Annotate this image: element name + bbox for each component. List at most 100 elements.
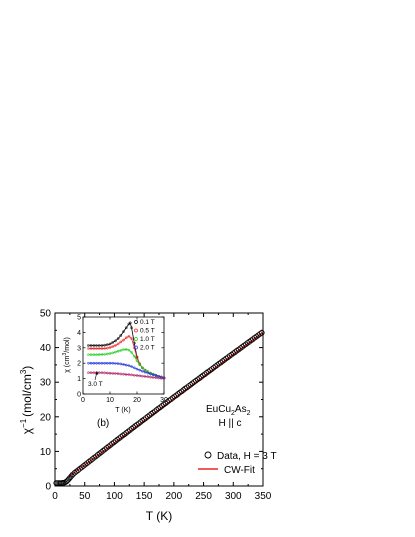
inset-data-point: [132, 373, 136, 377]
data-point: [218, 359, 224, 366]
main-legend: Data, H = 3 T CW-Fit: [198, 451, 277, 476]
data-point: [189, 380, 196, 387]
data-point: [93, 453, 99, 460]
y-tick-label-0: 0: [45, 482, 51, 493]
inset-data-point: [92, 353, 96, 357]
y-tick-label-40: 40: [40, 343, 52, 354]
inset-data-point: [135, 367, 139, 371]
data-point: [121, 431, 128, 438]
data-point: [221, 357, 228, 363]
inset-data-point: [108, 346, 112, 349]
inset-legend-marker: [134, 345, 138, 350]
inset-data-point: [103, 352, 106, 356]
inset-data-point: [97, 344, 101, 347]
data-point: [196, 375, 203, 382]
inset-y-tick-label-0: 0: [77, 392, 81, 399]
data-point: [96, 450, 103, 457]
x-tick-label-50: 50: [79, 491, 91, 502]
data-point: [144, 413, 151, 420]
inset-data-point: [132, 366, 136, 370]
inset-legend-label: 1.0 T: [140, 336, 155, 343]
data-point: [71, 470, 78, 476]
data-point: [107, 442, 114, 448]
data-point: [128, 425, 135, 432]
inset-data-point: [127, 334, 131, 338]
inset-data-point: [141, 366, 144, 370]
main-y-axis-label: χ−1(mol/cm3): [19, 366, 34, 435]
data-point: [242, 341, 249, 348]
inset-data-point: [130, 373, 133, 377]
inset-data-point: [127, 364, 131, 368]
inset-data-point: [87, 371, 90, 375]
inset-y-axis-label-units: /mol): [64, 337, 71, 353]
panel-label: (b): [97, 418, 109, 429]
inset-data-point: [114, 344, 117, 347]
compound-label-eucu: EuCu: [206, 404, 231, 415]
data-point: [157, 404, 163, 411]
y-tick-label-20: 20: [40, 412, 52, 423]
inset-data-point: [103, 347, 106, 350]
inset-data-point: [111, 341, 115, 344]
inset-data-point: [122, 330, 125, 333]
x-tick-label-300: 300: [225, 491, 242, 502]
data-point: [123, 430, 130, 436]
inset-data-point: [135, 356, 139, 360]
inset-data-point: [132, 354, 136, 358]
data-point: [210, 364, 217, 371]
data-point: [134, 421, 140, 428]
inset-data-point: [157, 376, 160, 380]
inset-y-axis-label: χ (cm3/mol): [62, 337, 71, 373]
data-point: [78, 464, 85, 471]
data-point: [193, 378, 199, 384]
inset-data-point: [154, 376, 158, 380]
inset-data-point: [124, 347, 128, 351]
data-point: [209, 366, 215, 372]
x-tick-label-350: 350: [255, 491, 272, 502]
inset-data-point: [116, 349, 120, 353]
compound-label-sub-1: 2: [231, 410, 235, 417]
data-point: [143, 415, 149, 421]
main-y-axis-label-units-exponent: 3: [19, 369, 28, 374]
inset-data-point: [146, 375, 150, 379]
inset-data-point: [95, 361, 98, 365]
data-point: [105, 443, 112, 450]
inset-data-point: [124, 326, 128, 330]
data-point: [109, 440, 115, 447]
data-point: [246, 338, 253, 345]
inset-data-point: [119, 349, 123, 352]
inset-data-point: [157, 374, 160, 378]
main-y-axis-label-units: (mol/cm: [20, 374, 34, 417]
data-point: [214, 362, 221, 368]
inset-data-point: [108, 371, 112, 375]
data-point: [70, 471, 76, 478]
inset-data-point: [141, 374, 144, 378]
data-point: [159, 403, 165, 409]
inset-data-point: [122, 338, 125, 342]
data-point: [75, 467, 81, 473]
legend-data-label: Data, H = 3 T: [217, 451, 277, 462]
inset-data-point: [116, 337, 120, 340]
legend-fit-label: CW-Fit: [224, 465, 255, 476]
inset-data-point: [135, 359, 139, 363]
inset-legend-label: 0.5 T: [140, 328, 155, 335]
inset-data-point: [138, 374, 142, 378]
inset-data-point: [92, 347, 96, 350]
data-point: [135, 420, 142, 427]
inset-data-point: [100, 361, 104, 365]
inset-data-point: [151, 373, 155, 377]
inset-data-point: [116, 372, 120, 376]
data-point: [89, 456, 96, 462]
inset-data-point: [122, 372, 125, 376]
field-direction-label: H || c: [219, 418, 242, 429]
inset-data-point: [149, 372, 152, 376]
inset-legend-marker: [134, 328, 138, 333]
data-point: [114, 436, 121, 443]
inset-data-point: [143, 375, 147, 378]
main-y-axis-label-exponent: −1: [19, 418, 28, 428]
inset-data-point: [119, 362, 123, 366]
inset-legend-marker: [134, 337, 138, 341]
inset-data-point: [89, 353, 93, 357]
inset-x-axis-label: T (K): [115, 407, 130, 414]
inset-y-axis-label-main: χ (cm: [64, 355, 71, 372]
inset-data-point: [100, 353, 104, 356]
